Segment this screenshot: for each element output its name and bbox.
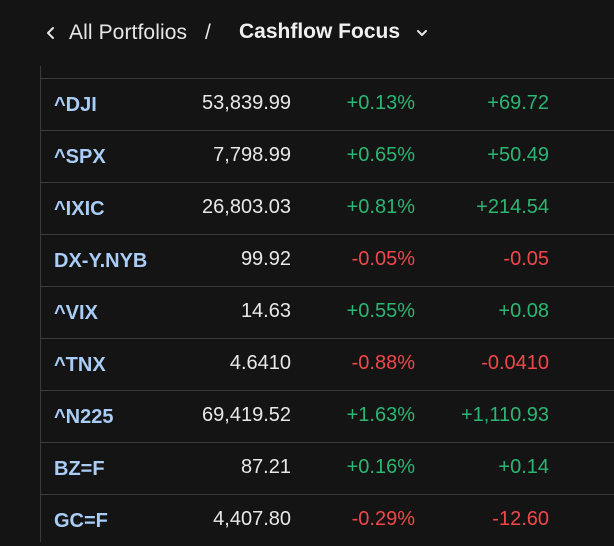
price-cell: 69,419.52 bbox=[202, 404, 291, 426]
price-cell: 87.21 bbox=[240, 456, 291, 478]
percent-change-cell: -0.88% bbox=[351, 352, 415, 374]
table-top-divider bbox=[41, 66, 614, 79]
price-cell: 4.6410 bbox=[229, 352, 291, 374]
quotes-rows: ^DJI 53,839.99 +0.13% +69.72 ^SPX 7,798.99 +0.… bbox=[41, 79, 614, 546]
table-row[interactable]: GC=F 4,407.80 -0.29% -12.60 bbox=[41, 495, 614, 546]
percent-change-cell: -0.29% bbox=[351, 508, 415, 530]
percent-change-cell: +0.65% bbox=[346, 144, 415, 166]
change-cell: +214.54 bbox=[476, 196, 549, 218]
symbol-cell: ^TNX bbox=[54, 354, 106, 376]
price-cell: 99.92 bbox=[240, 248, 291, 270]
percent-change-cell: +1.63% bbox=[346, 404, 415, 426]
table-row[interactable]: ^VIX 14.63 +0.55% +0.08 bbox=[41, 287, 614, 339]
percent-change-cell: +0.16% bbox=[346, 456, 415, 478]
percent-change-cell: +0.13% bbox=[346, 92, 415, 114]
percent-change-cell: -0.05% bbox=[351, 248, 415, 270]
symbol-cell: ^SPX bbox=[54, 146, 106, 168]
table-row[interactable]: ^DJI 53,839.99 +0.13% +69.72 bbox=[41, 79, 614, 131]
price-cell: 26,803.03 bbox=[202, 196, 291, 218]
back-chevron-icon[interactable] bbox=[44, 22, 58, 44]
percent-change-cell: +0.55% bbox=[346, 300, 415, 322]
breadcrumb-all-portfolios[interactable]: All Portfolios bbox=[69, 21, 188, 44]
price-cell: 7,798.99 bbox=[213, 144, 291, 166]
symbol-cell: DX-Y.NYB bbox=[54, 250, 148, 272]
change-cell: -0.05 bbox=[503, 248, 549, 270]
chevron-down-icon[interactable] bbox=[415, 26, 429, 38]
change-cell: +1,110.93 bbox=[460, 404, 549, 426]
symbol-cell: GC=F bbox=[54, 510, 108, 532]
change-cell: +69.72 bbox=[487, 92, 549, 114]
quotes-table: ^DJI 53,839.99 +0.13% +69.72 ^SPX 7,798.99 +0.… bbox=[40, 66, 614, 542]
symbol-cell: ^VIX bbox=[54, 302, 98, 324]
symbol-cell: ^DJI bbox=[54, 94, 97, 116]
table-row[interactable]: ^TNX 4.6410 -0.88% -0.0410 bbox=[41, 339, 614, 391]
percent-change-cell: +0.81% bbox=[346, 196, 415, 218]
portfolio-title[interactable]: Cashflow Focus bbox=[239, 20, 401, 43]
price-cell: 14.63 bbox=[240, 300, 291, 322]
table-row[interactable]: ^N225 69,419.52 +1.63% +1,110.93 bbox=[41, 391, 614, 443]
change-cell: -12.60 bbox=[492, 508, 549, 530]
portfolio-header: All Portfolios / Cashflow Focus bbox=[0, 0, 614, 66]
price-cell: 53,839.99 bbox=[202, 92, 291, 114]
change-cell: +0.08 bbox=[498, 300, 549, 322]
table-row[interactable]: ^SPX 7,798.99 +0.65% +50.49 bbox=[41, 131, 614, 183]
change-cell: +50.49 bbox=[487, 144, 549, 166]
change-cell: +0.14 bbox=[498, 456, 549, 478]
change-cell: -0.0410 bbox=[481, 352, 549, 374]
breadcrumb-separator: / bbox=[205, 21, 211, 44]
table-row[interactable]: DX-Y.NYB 99.92 -0.05% -0.05 bbox=[41, 235, 614, 287]
symbol-cell: BZ=F bbox=[54, 458, 105, 480]
symbol-cell: ^IXIC bbox=[54, 198, 105, 220]
price-cell: 4,407.80 bbox=[213, 508, 291, 530]
symbol-cell: ^N225 bbox=[54, 406, 114, 428]
table-row[interactable]: BZ=F 87.21 +0.16% +0.14 bbox=[41, 443, 614, 495]
table-row[interactable]: ^IXIC 26,803.03 +0.81% +214.54 bbox=[41, 183, 614, 235]
